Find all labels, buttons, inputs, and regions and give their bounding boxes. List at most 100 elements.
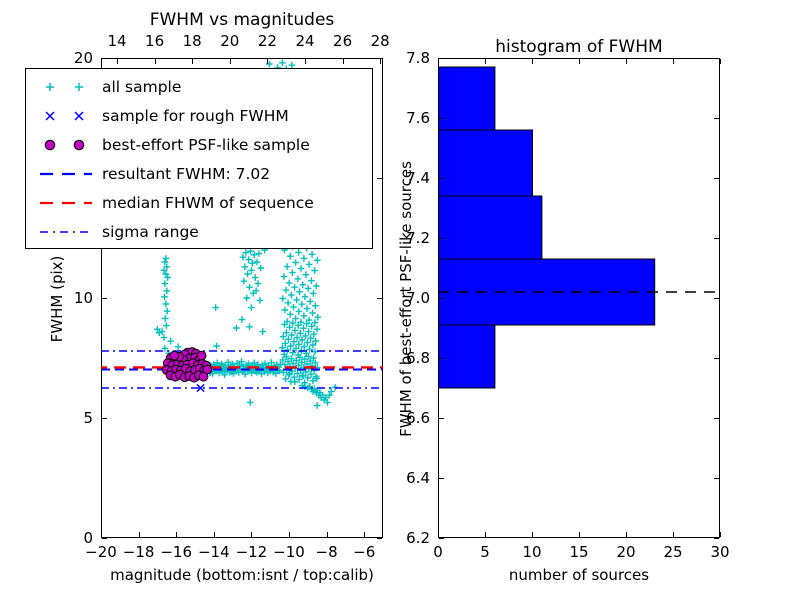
x-tick [213, 532, 215, 537]
x-tick [579, 532, 580, 537]
dash-icon [38, 172, 92, 175]
histogram-bar [438, 324, 496, 389]
legend-item: best-effort PSF-like sample [26, 130, 372, 159]
circle-marker [196, 350, 207, 361]
left-plot-canvas [101, 59, 383, 409]
x-tick [532, 532, 533, 537]
x-tick-top [305, 59, 306, 64]
y-tick-right [377, 58, 382, 59]
legend-marker-glyph [45, 110, 55, 121]
x-tick-label: 22 [257, 32, 277, 50]
x-tick-label: 20 [616, 543, 636, 561]
y-tick-label: 20 [73, 49, 93, 67]
y-tick [102, 298, 107, 299]
histogram-bar [438, 129, 533, 197]
x-tick-top [720, 59, 721, 64]
right-plot-canvas [438, 66, 720, 389]
y-tick-label: 7.6 [406, 109, 430, 127]
legend-item-label: median FHWM of sequence [102, 193, 314, 212]
x-tick-top [154, 59, 156, 64]
legend-marker-glyph [74, 110, 84, 121]
x-tick-top [579, 59, 580, 64]
dash-icon [38, 201, 92, 204]
legend-item-label: sigma range [102, 222, 199, 241]
x-tick-label: 24 [295, 32, 315, 50]
circle-marker [169, 350, 180, 361]
x-tick [176, 532, 178, 537]
x-tick [251, 532, 253, 537]
y-tick [102, 58, 107, 59]
y-tick-right [377, 418, 382, 419]
y-tick [439, 418, 444, 419]
x-tick [138, 532, 140, 537]
circle-marker [198, 371, 209, 382]
x-tick-top [342, 59, 344, 64]
legend-marker-glyph [46, 82, 54, 91]
legend-item: all sample [26, 72, 372, 101]
y-tick-label: 6.2 [406, 529, 430, 547]
psf-sample-points [161, 347, 213, 383]
x-tick-top [626, 59, 627, 64]
x-tick-label: 28 [370, 32, 390, 50]
histogram-bar [438, 66, 496, 131]
y-tick-right [377, 298, 382, 299]
x-tick [673, 532, 674, 537]
y-tick [439, 478, 444, 479]
legend-item-label: all sample [102, 77, 182, 96]
x-tick-label: 18 [182, 32, 202, 50]
x-tick-label: −10 [273, 543, 305, 561]
y-tick [439, 178, 444, 179]
y-tick-right [714, 358, 719, 359]
x-tick-label: −16 [160, 543, 193, 561]
x-tick [101, 532, 102, 537]
legend-marker-glyph [44, 139, 56, 150]
x-tick-top [673, 59, 674, 64]
reference-lines [101, 350, 383, 389]
x-tick-label: 25 [663, 543, 683, 561]
y-tick-right [714, 178, 719, 179]
x-tick-label: 30 [710, 543, 730, 561]
x-tick-label: −20 [85, 543, 117, 561]
x-tick-label: 5 [480, 543, 490, 561]
y-tick-label: 0 [83, 529, 93, 547]
legend-marker-glyph [75, 82, 83, 91]
dot-pair-icon [44, 139, 85, 150]
y-tick-right [714, 418, 719, 419]
x-pair-icon [45, 110, 84, 121]
x-tick-top [267, 59, 269, 64]
x-tick-top [192, 59, 194, 64]
y-tick-label: 5 [83, 409, 93, 427]
left-xlabel: magnitude (bottom:isnt / top:calib) [110, 566, 374, 584]
y-tick [439, 538, 444, 539]
x-tick [289, 532, 290, 537]
y-tick-right [714, 298, 719, 299]
legend-item: sigma range [26, 217, 372, 246]
x-tick-top [117, 59, 118, 64]
legend-item: resultant FWHM: 7.02 [26, 159, 372, 188]
x-tick [364, 532, 366, 537]
x-tick-label: 10 [522, 543, 542, 561]
x-tick-label: 26 [333, 32, 353, 50]
right-xlabel: number of sources [508, 566, 650, 584]
left-plot-title: FWHM vs magnitudes [149, 10, 335, 30]
x-tick-top [229, 59, 231, 64]
histogram-bars [438, 66, 656, 389]
x-marker [196, 383, 205, 393]
y-tick [439, 58, 444, 59]
y-tick-right [714, 118, 719, 119]
y-tick-label: 6.8 [406, 349, 430, 367]
y-tick-label: 7.2 [406, 229, 430, 247]
x-tick-label: 15 [569, 543, 589, 561]
x-tick-top [438, 59, 439, 64]
y-tick-right [377, 178, 382, 179]
y-tick-label: 6.6 [406, 409, 430, 427]
x-tick [720, 532, 721, 537]
y-tick [439, 118, 444, 119]
y-tick-right [714, 478, 719, 479]
x-tick-label: 16 [145, 32, 165, 50]
legend-item: sample for rough FWHM [26, 101, 372, 130]
y-tick-right [714, 538, 719, 539]
legend-item: median FHWM of sequence [26, 188, 372, 217]
y-tick-label: 7.0 [406, 289, 430, 307]
